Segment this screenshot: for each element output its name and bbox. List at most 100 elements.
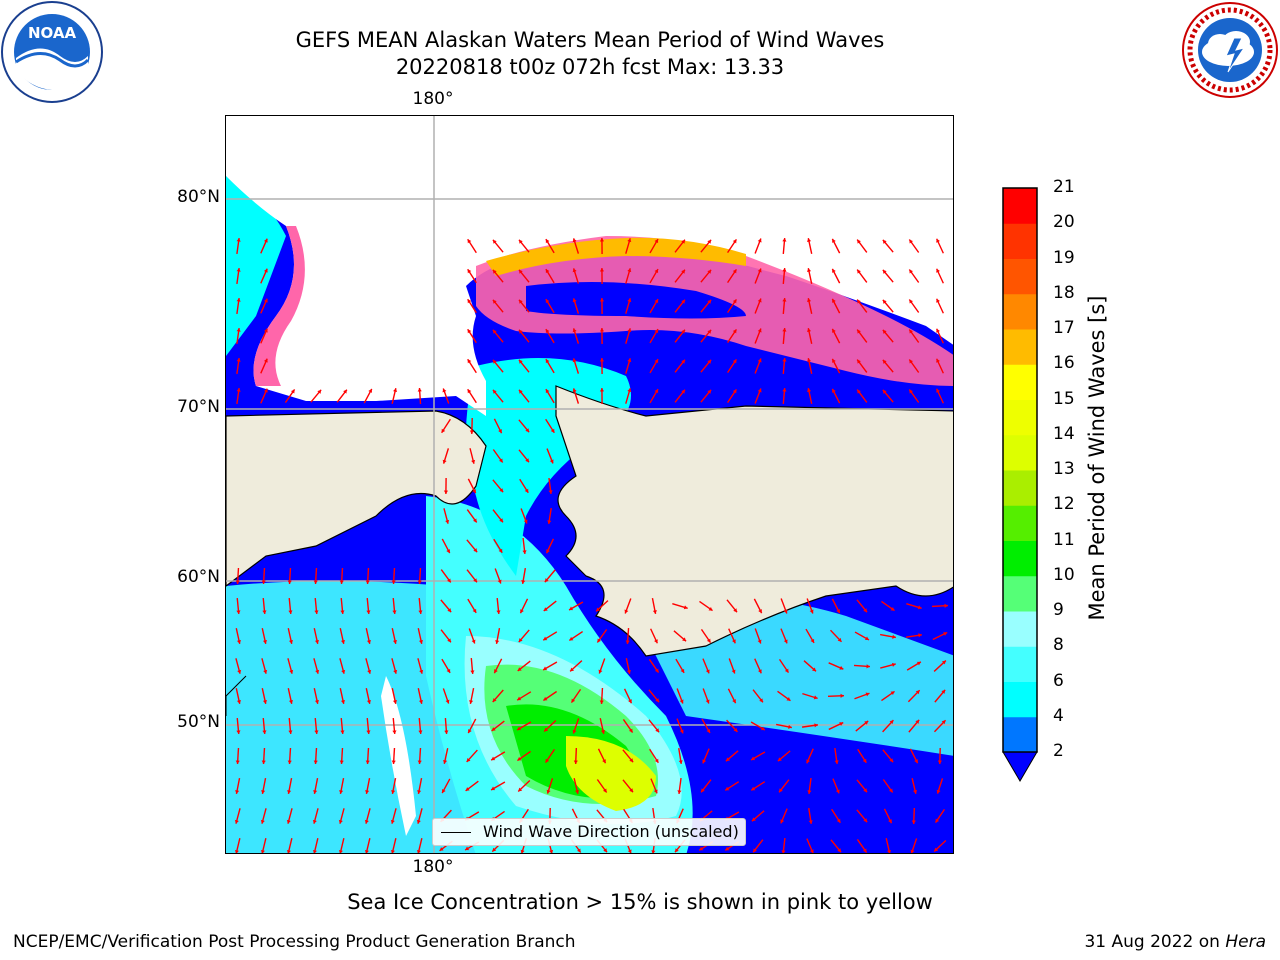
wind-wave-arrowhead: [465, 787, 470, 791]
wind-wave-arrowhead: [518, 638, 523, 643]
wind-wave-arrowhead: [261, 760, 266, 764]
wave-field-max: [566, 736, 656, 811]
wind-wave-arrowhead: [654, 329, 659, 334]
wind-wave-arrowhead: [629, 758, 634, 763]
wind-wave-arrowhead: [366, 610, 371, 614]
wind-wave-arrowhead: [788, 724, 792, 729]
wind-wave-arrowhead: [832, 268, 836, 273]
wind-wave-arrowhead: [525, 458, 529, 463]
wind-wave-arrowhead: [725, 757, 730, 762]
noaa-logo-icon: NOAA: [1, 1, 103, 103]
wind-wave-arrowhead: [751, 756, 756, 761]
wind-wave-arrowhead: [287, 580, 292, 584]
wind-wave-arrowhead: [654, 299, 659, 304]
colorbar-cell: [1003, 470, 1037, 506]
wind-wave-arrowhead: [287, 760, 292, 764]
wind-wave-arrowhead: [473, 548, 478, 553]
wind-wave-arrowhead: [936, 238, 940, 243]
wind-wave-arrowhead: [234, 819, 239, 824]
wind-wave-arrowhead: [492, 698, 497, 703]
wind-wave-arrowhead: [913, 789, 918, 794]
wind-wave-arrowhead: [836, 818, 841, 823]
wind-wave-arrowhead: [757, 268, 762, 273]
wind-wave-arrowhead: [758, 609, 762, 614]
wind-wave-arrowhead: [679, 729, 684, 734]
wind-wave-arrowhead: [543, 607, 548, 611]
wind-wave-arrowhead: [782, 268, 787, 272]
wind-wave-arrowhead: [806, 759, 811, 764]
wind-wave-arrowhead: [261, 580, 266, 584]
wind-wave-arrowhead: [416, 819, 421, 824]
wind-wave-arrowhead: [890, 606, 895, 611]
wind-wave-arrowhead: [599, 358, 605, 362]
wind-wave-arrowhead: [550, 428, 555, 433]
wind-wave-arrowhead: [545, 299, 550, 304]
wind-wave-arrowhead: [391, 580, 396, 584]
wind-wave-arrowhead: [465, 846, 470, 851]
wind-wave-arrowhead: [681, 389, 685, 394]
wind-wave-arrowhead: [314, 640, 319, 644]
footer-machine: Hera: [1225, 932, 1266, 952]
wind-wave-arrowhead: [751, 786, 756, 791]
wind-wave-arrowhead: [544, 578, 549, 583]
wind-wave-arrowhead: [757, 669, 762, 674]
wind-wave-arrowhead: [677, 790, 682, 794]
map-panel: [225, 115, 954, 854]
wind-wave-arrowhead: [807, 268, 812, 272]
colorbar-cell: [1003, 646, 1037, 682]
ice-lead-blue: [526, 282, 746, 319]
wind-wave-arrowhead: [442, 388, 447, 393]
wind-wave-arrowhead: [572, 328, 577, 333]
wind-wave-arrowhead: [863, 788, 868, 793]
wind-wave-arrowhead: [545, 389, 550, 394]
wind-wave-arrowhead: [263, 358, 268, 363]
wind-wave-arrowhead: [725, 846, 730, 851]
footer-date: 31 Aug 2022 on Hera: [1084, 932, 1266, 952]
wind-wave-arrowhead: [864, 720, 869, 725]
wind-wave-arrowhead: [524, 488, 529, 493]
colorbar-cell: [1003, 716, 1037, 753]
wind-wave-arrowhead: [784, 668, 789, 673]
wind-wave-arrowhead: [444, 730, 449, 734]
wind-wave-arrowhead: [936, 789, 941, 794]
wind-wave-arrowhead: [707, 359, 712, 364]
wind-wave-arrowhead: [779, 788, 783, 793]
wind-wave-arrowhead: [808, 820, 813, 824]
wind-wave-arrowhead: [603, 848, 607, 853]
wind-wave-arrowhead: [757, 238, 762, 243]
wind-wave-arrowhead: [416, 849, 421, 853]
wind-wave-arrowhead: [418, 730, 423, 734]
wind-wave-arrowhead: [783, 609, 788, 614]
wind-wave-arrowhead: [468, 729, 472, 734]
wind-wave-arrowhead: [393, 669, 398, 674]
sea-ice-note: Sea Ice Concentration > 15% is shown in …: [347, 890, 933, 914]
wind-wave-arrowhead: [237, 669, 242, 674]
wind-wave-arrowhead: [651, 850, 656, 853]
wind-wave-arrowhead: [757, 639, 762, 644]
colorbar-tick-label: 6: [1053, 670, 1064, 691]
lat-label-50: 50°N: [177, 712, 220, 732]
wind-wave-arrowhead: [941, 689, 946, 694]
wind-wave-arrowhead: [498, 458, 503, 463]
map-legend: Wind Wave Direction (unscaled): [432, 818, 746, 846]
wind-wave-arrowhead: [679, 699, 684, 704]
wind-wave-arrowhead: [549, 849, 554, 853]
wind-wave-arrowhead: [654, 239, 659, 244]
colorbar-cell: [1003, 434, 1037, 471]
wind-wave-arrowhead: [368, 388, 372, 393]
wind-wave-arrowhead: [943, 632, 948, 636]
colorbar-tick-label: 15: [1053, 388, 1075, 409]
wind-wave-arrowhead: [446, 668, 451, 673]
wind-wave-arrowhead: [782, 238, 787, 242]
wind-wave-arrowhead: [941, 660, 946, 665]
wind-wave-arrowhead: [681, 299, 685, 304]
wind-wave-arrowhead: [546, 549, 550, 554]
wind-wave-arrowhead: [891, 662, 896, 667]
wind-wave-arrowhead: [343, 389, 347, 394]
wind-wave-arrowhead: [491, 727, 496, 731]
wind-wave-arrowhead: [418, 700, 423, 704]
wind-wave-arrowhead: [445, 699, 450, 704]
wind-wave-arrowhead: [707, 329, 712, 334]
wind-wave-arrowhead: [678, 760, 683, 764]
colorbar-cell: [1003, 611, 1037, 647]
